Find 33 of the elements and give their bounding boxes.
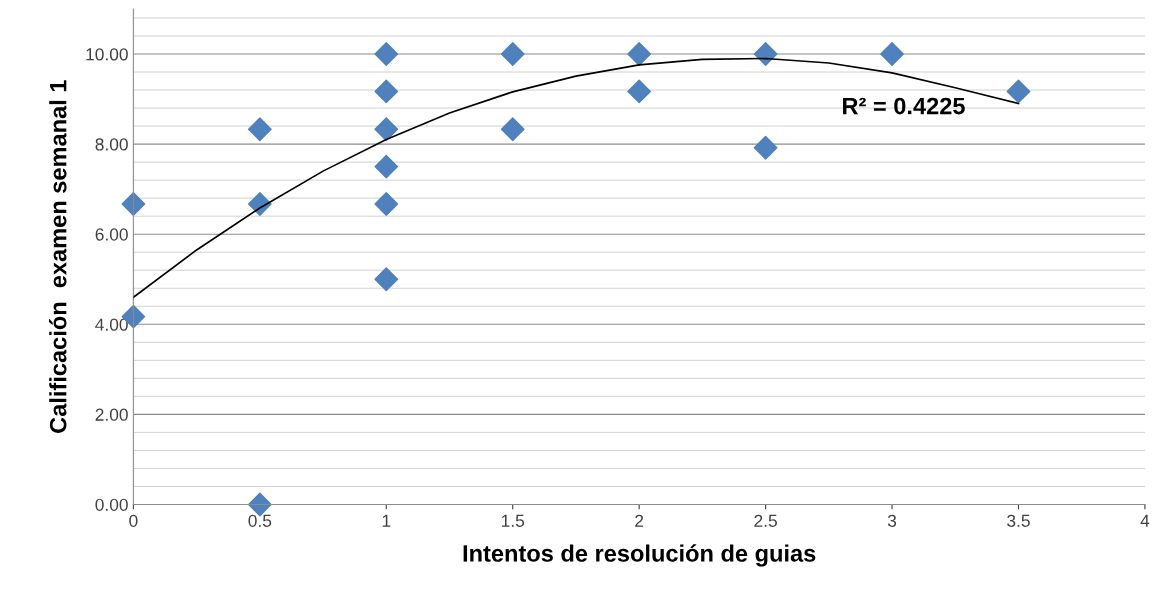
y-axis-title: Calificación examen semanal 1 xyxy=(48,80,67,433)
point xyxy=(753,42,778,66)
point xyxy=(627,79,652,104)
point xyxy=(753,135,778,160)
x-tick-label: 1.5 xyxy=(501,514,525,527)
point xyxy=(247,117,272,142)
y-tick-label: 6.00 xyxy=(95,228,128,241)
y-tick-label: 4.00 xyxy=(95,318,128,331)
point xyxy=(500,42,525,66)
x-tick-label: 2.5 xyxy=(754,514,777,527)
y-tick-label: 2.00 xyxy=(95,408,128,421)
point xyxy=(374,117,399,142)
point xyxy=(374,192,399,216)
point xyxy=(880,42,904,66)
x-tick-label: 3 xyxy=(887,514,897,527)
y-tick-label: 0.00 xyxy=(95,498,128,511)
x-tick-label: 1 xyxy=(382,514,391,527)
x-tick-label: 3.5 xyxy=(1007,514,1030,527)
point xyxy=(1006,79,1031,104)
point xyxy=(374,267,399,292)
point xyxy=(374,79,399,104)
point xyxy=(500,117,525,142)
y-tick-label: 10.00 xyxy=(86,48,128,61)
x-tick-label: 2 xyxy=(635,514,644,527)
point xyxy=(627,42,652,66)
x-axis-title: Intentos de resolución de guias xyxy=(463,544,816,567)
point xyxy=(374,42,399,66)
y-tick-label: 8.00 xyxy=(95,138,128,151)
point xyxy=(374,154,399,179)
x-tick-label: 0 xyxy=(129,514,138,527)
x-tick-label: 4 xyxy=(1140,514,1150,527)
annotation: R² = 0.4225 xyxy=(843,97,965,115)
x-tick-label: 0.5 xyxy=(248,514,272,527)
